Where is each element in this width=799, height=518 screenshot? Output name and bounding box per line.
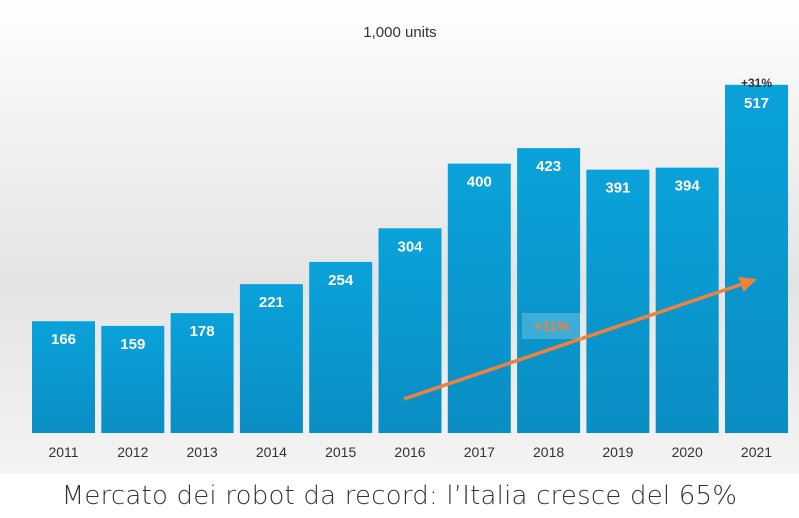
x-tick-label-2011: 2011 xyxy=(48,444,78,460)
bar-value-label-2014: 221 xyxy=(259,294,284,311)
x-tick-label-2013: 2013 xyxy=(187,444,218,460)
bar-value-label-2012: 159 xyxy=(120,336,145,353)
caption: Mercato dei robot da record: l’Italia cr… xyxy=(61,481,738,511)
bar-2012 xyxy=(101,325,165,433)
trend-arrow-line xyxy=(403,282,742,401)
bar-2015 xyxy=(309,261,373,433)
trend-overlay: +11% +31% xyxy=(403,76,772,401)
x-tick-label-2021: 2021 xyxy=(741,444,772,460)
bar-value-label-2015: 254 xyxy=(328,272,354,289)
trend-arrow-head xyxy=(738,276,757,293)
growth-annotation-2021: +31% xyxy=(741,76,772,90)
bar-value-label-2017: 400 xyxy=(467,174,492,191)
bar-2014 xyxy=(239,284,303,433)
x-axis-ticks: 2011 2012 2013 2014 2015 2016 2017 2018 2019 2020… xyxy=(48,444,772,460)
x-tick-label-2019: 2019 xyxy=(602,444,633,460)
bar-value-label-2019: 391 xyxy=(605,180,630,197)
x-tick-label-2018: 2018 xyxy=(533,444,564,460)
chart-title: 1,000 units xyxy=(363,24,436,41)
bar-value-label-2021: 517 xyxy=(744,95,769,112)
bar-series: 166 159 178 221 254 304 400 423 391 394 517 xyxy=(32,84,788,434)
bar-2016 xyxy=(378,228,442,433)
bar-2018 xyxy=(517,148,581,433)
bar-chart: 1,000 units 166 159 178 221 254 304 400 423 391 3… xyxy=(0,0,799,474)
bar-value-label-2020: 394 xyxy=(675,178,701,195)
trend-label-box xyxy=(522,313,582,339)
bar-2011 xyxy=(32,321,95,433)
x-tick-label-2020: 2020 xyxy=(672,444,703,460)
x-tick-label-2014: 2014 xyxy=(256,444,287,460)
bar-2020 xyxy=(655,167,719,434)
x-tick-label-2016: 2016 xyxy=(394,444,425,460)
bar-value-label-2013: 178 xyxy=(190,323,215,340)
x-tick-label-2015: 2015 xyxy=(325,444,356,460)
bar-value-label-2018: 423 xyxy=(536,158,561,175)
bar-2013 xyxy=(170,313,234,433)
x-tick-label-2012: 2012 xyxy=(117,444,148,460)
trend-label: +11% xyxy=(534,318,570,334)
bar-2019 xyxy=(586,169,650,433)
bar-value-label-2016: 304 xyxy=(397,238,423,255)
x-tick-label-2017: 2017 xyxy=(464,444,495,460)
bar-2017 xyxy=(447,163,511,433)
bar-value-label-2011: 166 xyxy=(51,331,76,348)
bar-2021 xyxy=(725,84,788,433)
